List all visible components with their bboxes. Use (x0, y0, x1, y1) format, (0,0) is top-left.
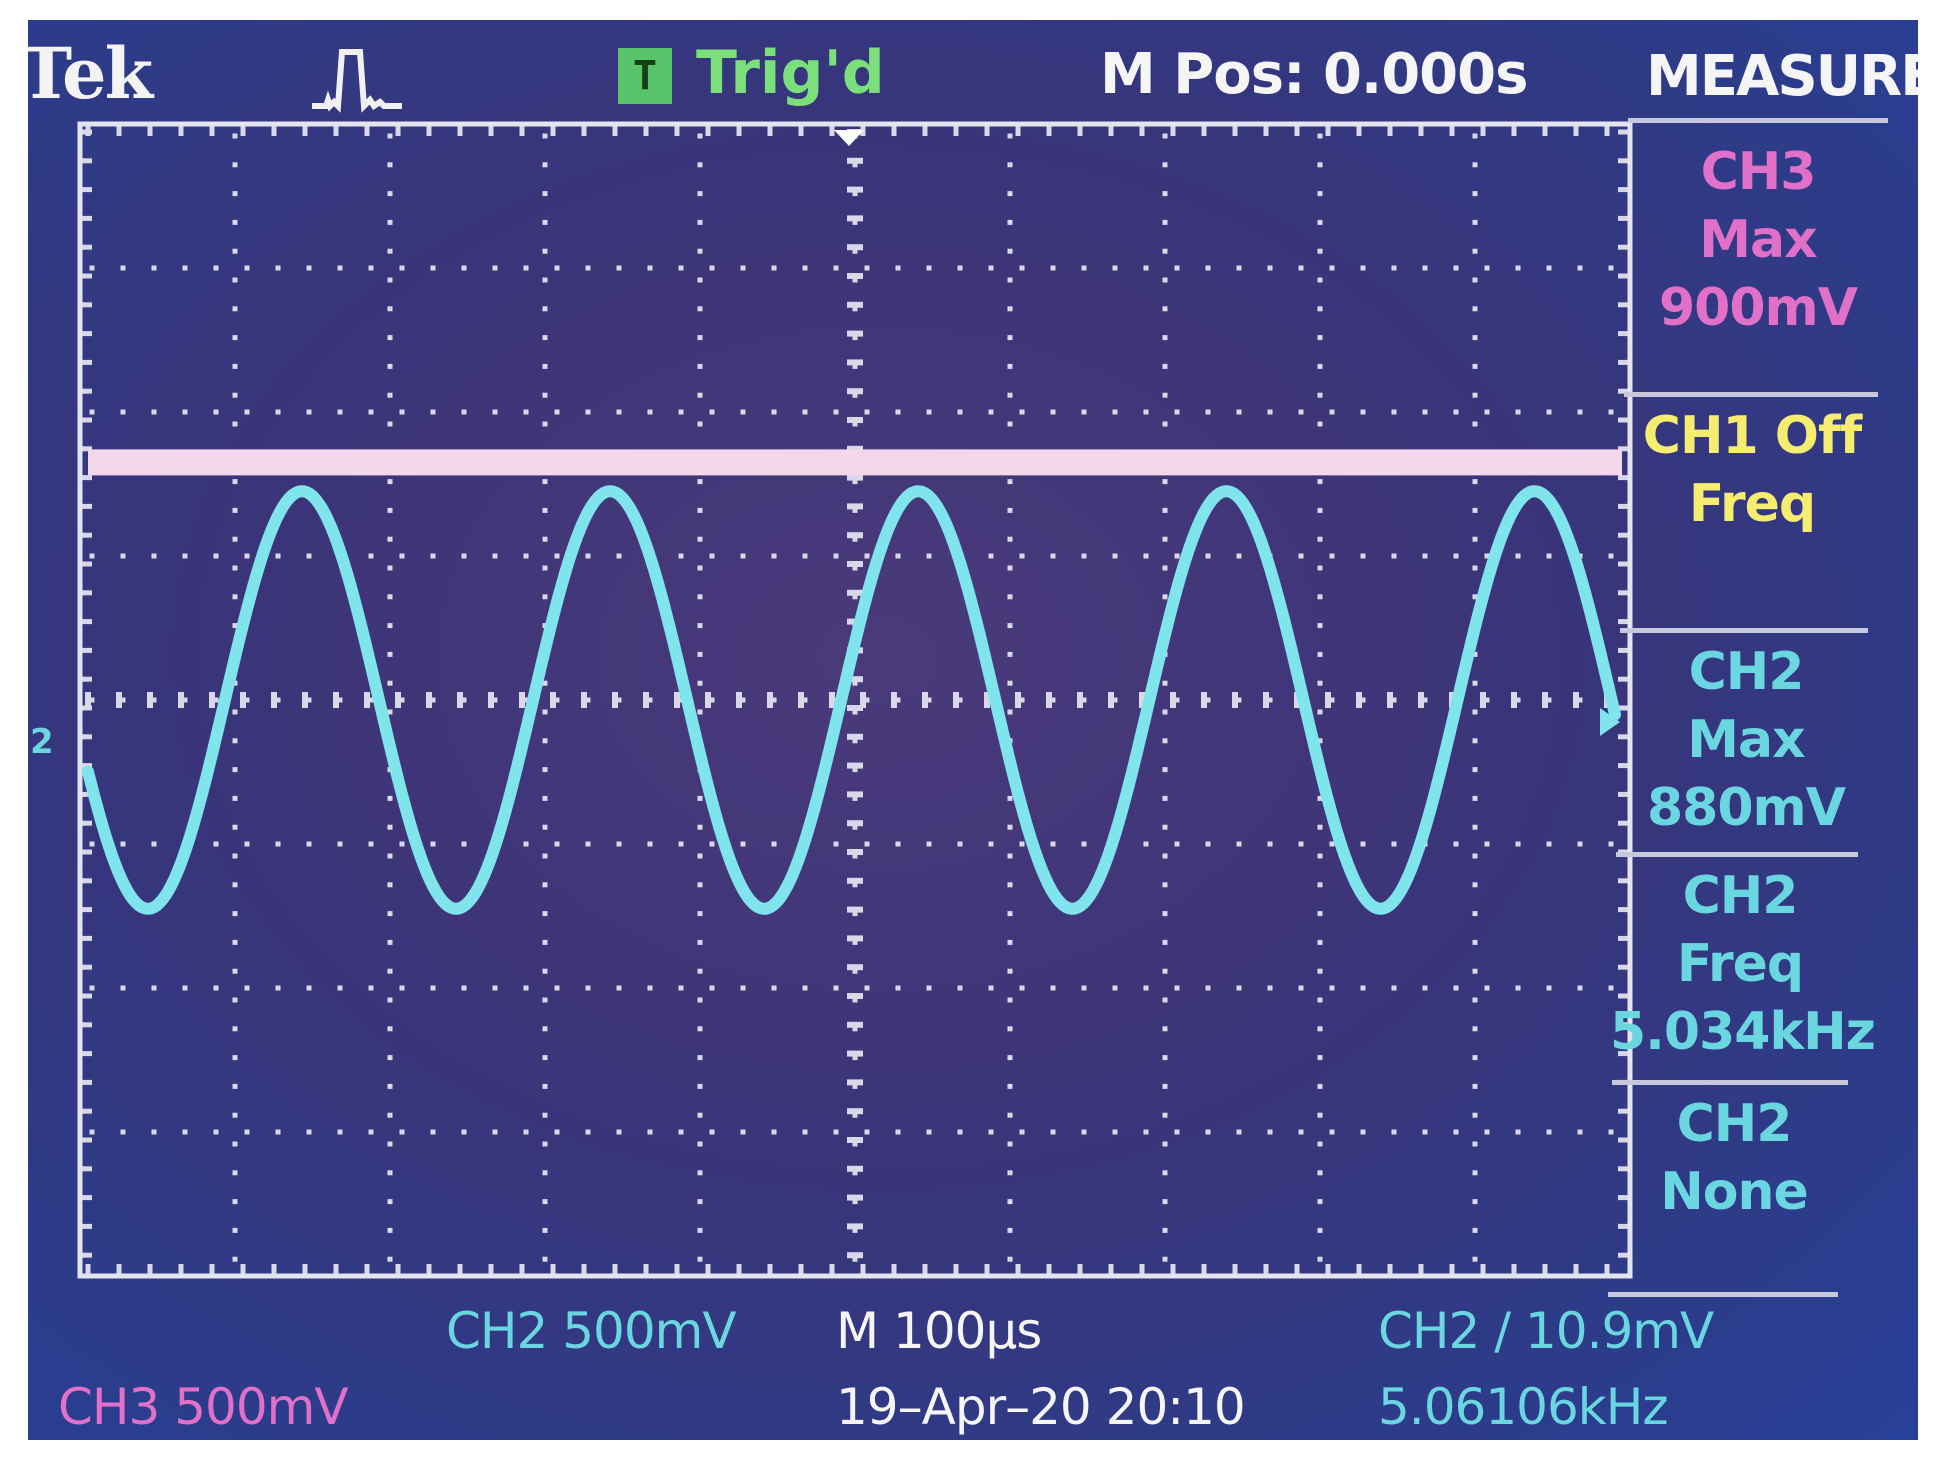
measure-slot-line: CH2 (1688, 642, 1805, 702)
measure-slot-line: 880mV (1647, 778, 1846, 838)
measure-slot-line: Max (1687, 710, 1805, 770)
measure-slot-line: 900mV (1659, 278, 1858, 338)
measure-slot-line: Max (1699, 210, 1817, 270)
menu-separator (1612, 1080, 1848, 1085)
ch2-ground-marker: 2 (30, 722, 54, 762)
measure-slot-line: CH1 Off (1642, 406, 1862, 466)
measure-slot-2[interactable]: CH1 Off Freq (1622, 402, 1882, 538)
trigger-status: Trig'd (696, 38, 885, 108)
trigger-frequency: 5.06106kHz (1378, 1378, 1669, 1436)
measure-slot-line: Freq (1676, 934, 1804, 994)
graticule (77, 121, 1633, 1279)
trigger-level-marker (1600, 708, 1620, 736)
measure-slot-1[interactable]: CH3 Max 900mV (1628, 138, 1888, 342)
trigger-badge: T (618, 48, 672, 104)
ch2-trace (82, 485, 1621, 915)
measure-slot-line: None (1660, 1162, 1809, 1222)
menu-title: MEASURE (1646, 44, 1918, 109)
measure-slot-5[interactable]: CH2 None (1604, 1090, 1864, 1226)
trigger-position-marker (834, 130, 864, 146)
trigger-source-level: CH2 ∕ 10.9mV (1378, 1302, 1714, 1360)
measure-slot-line: Freq (1688, 474, 1816, 534)
measure-slot-3[interactable]: CH2 Max 880mV (1616, 638, 1876, 842)
date-time: 19–Apr–20 20:10 (836, 1378, 1246, 1436)
measure-slot-line: CH2 (1682, 866, 1799, 926)
menu-separator (1608, 1292, 1838, 1297)
graticule-border (77, 121, 1633, 1279)
oscilloscope-screen: Tek T Trig'd M Pos: 0.000s MEASURE 2 CH3… (28, 20, 1918, 1440)
menu-separator (1620, 628, 1868, 633)
brand-logo: Tek (28, 32, 153, 115)
peak-detect-icon (312, 49, 402, 113)
measure-slot-4[interactable]: CH2 Freq 5.034kHz (1610, 862, 1876, 1066)
measure-slot-line: 5.034kHz (1610, 1002, 1876, 1062)
menu-separator (1628, 118, 1888, 123)
menu-separator (1616, 852, 1858, 857)
ch2-scale: CH2 500mV (446, 1302, 737, 1360)
timebase: M 100µs (836, 1302, 1042, 1360)
measure-slot-line: CH3 (1700, 142, 1817, 202)
graticule-grid (80, 124, 1630, 1276)
horizontal-position: M Pos: 0.000s (1100, 42, 1528, 107)
measure-slot-line: CH2 (1676, 1094, 1793, 1154)
ch3-scale: CH3 500mV (58, 1378, 349, 1436)
menu-separator (1624, 392, 1878, 397)
